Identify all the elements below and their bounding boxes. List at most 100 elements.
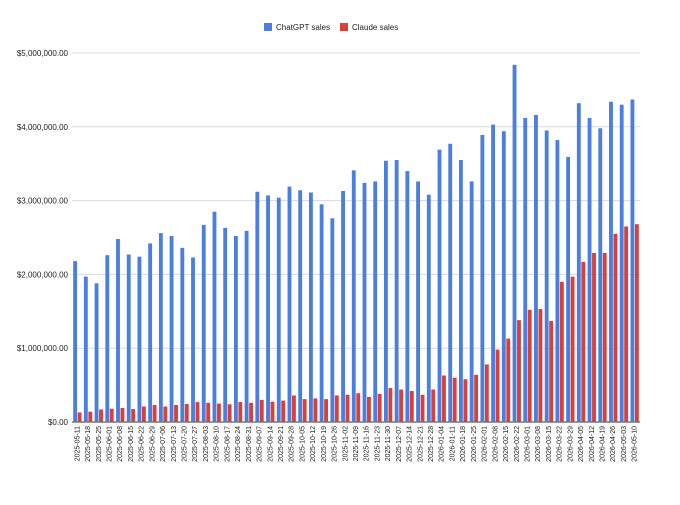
bar-chatgpt <box>244 230 249 422</box>
bar-claude <box>141 406 146 422</box>
bar-chatgpt <box>116 238 120 422</box>
legend-swatch-chatgpt <box>264 23 272 31</box>
x-tick-label: 2025-12-21 <box>417 426 424 462</box>
bar-claude <box>377 393 382 422</box>
bar-claude <box>291 395 296 422</box>
bar-chatgpt <box>437 149 442 423</box>
bar-claude <box>77 412 82 422</box>
x-tick-label: 2026-02-22 <box>514 426 521 462</box>
bars <box>73 64 639 423</box>
bar-chatgpt <box>105 255 110 422</box>
x-tick-label: 2025-06-01 <box>107 426 114 462</box>
bar-claude <box>174 405 178 422</box>
x-tick-label: 2025-07-27 <box>192 426 199 462</box>
x-tick-label: 2026-03-01 <box>524 426 531 462</box>
grid-lines <box>72 52 640 423</box>
y-tick-label: $2,000,000.00 <box>17 270 69 279</box>
x-tick-label: 2026-04-26 <box>610 426 617 462</box>
bar-claude <box>388 388 393 422</box>
bar-chatgpt <box>426 194 431 422</box>
x-tick-label: 2025-11-16 <box>364 426 371 461</box>
bar-chatgpt <box>287 186 292 422</box>
y-tick-label: $4,000,000.00 <box>17 123 69 132</box>
bar-claude <box>463 379 468 422</box>
x-tick-label: 2025-09-14 <box>267 426 274 462</box>
bar-chatgpt <box>223 227 228 422</box>
x-tick-label: 2025-10-19 <box>321 426 328 462</box>
bar-chatgpt <box>276 197 281 422</box>
bar-claude <box>506 338 511 422</box>
bar-claude <box>120 407 125 422</box>
bar-claude <box>442 375 446 422</box>
bar-claude <box>409 391 414 422</box>
bar-chatgpt <box>341 191 345 422</box>
x-tick-label: 2025-10-05 <box>299 426 306 462</box>
bar-chatgpt <box>148 243 153 422</box>
x-tick-label: 2025-08-31 <box>246 426 253 462</box>
y-axis: $0.00 $1,000,000.00 $2,000,000.00 $3,000,00… <box>17 49 69 427</box>
bar-chatgpt <box>619 104 624 422</box>
bar-claude <box>570 276 575 422</box>
x-tick-label: 2026-02-15 <box>503 426 510 462</box>
bar-chatgpt <box>137 256 142 422</box>
bar-chatgpt <box>94 283 99 422</box>
x-tick-label: 2026-04-12 <box>589 426 596 462</box>
bar-claude <box>634 224 639 422</box>
x-tick-label: 2026-03-22 <box>557 426 564 462</box>
x-tick-label: 2025-08-03 <box>203 426 210 462</box>
x-tick-label: 2025-12-14 <box>407 426 414 462</box>
bar-chatgpt <box>158 233 163 422</box>
x-tick-label: 2026-05-03 <box>621 426 628 462</box>
bar-chatgpt <box>362 182 367 422</box>
bar-claude <box>324 399 329 422</box>
legend-swatch-claude <box>340 23 348 31</box>
bar-chatgpt <box>191 257 195 422</box>
x-tick-label: 2025-11-09 <box>353 426 360 461</box>
bar-chatgpt <box>598 128 603 422</box>
bar-chatgpt <box>212 211 217 422</box>
bar-chatgpt <box>576 103 581 423</box>
x-tick-label: 2025-11-30 <box>385 426 392 461</box>
x-tick-label: 2025-05-25 <box>96 426 103 462</box>
bar-claude <box>195 402 200 422</box>
bar-chatgpt <box>609 101 613 422</box>
bar-chatgpt <box>416 181 421 422</box>
legend: ChatGPT sales Claude sales <box>264 23 398 32</box>
x-tick-label: 2025-11-02 <box>342 426 349 461</box>
x-tick-label: 2026-03-29 <box>567 426 574 462</box>
bar-claude <box>334 395 339 422</box>
bar-chatgpt <box>512 64 517 423</box>
bar-chatgpt <box>180 247 185 422</box>
bar-claude <box>517 320 521 422</box>
bar-chatgpt <box>201 224 206 422</box>
x-tick-label: 2025-06-29 <box>149 426 156 462</box>
x-tick-label: 2025-09-28 <box>289 426 296 462</box>
bar-chatgpt <box>501 131 506 422</box>
bar-chatgpt <box>373 181 378 422</box>
bar-claude <box>238 402 243 422</box>
x-tick-label: 2025-07-06 <box>160 426 167 462</box>
bar-claude <box>281 400 286 422</box>
y-tick-label: $5,000,000.00 <box>17 49 69 58</box>
x-tick-label: 2025-08-24 <box>235 426 242 462</box>
bar-claude <box>613 233 618 422</box>
bar-chatgpt <box>566 157 571 423</box>
bar-claude <box>227 404 232 422</box>
x-tick-label: 2025-07-13 <box>171 426 178 462</box>
x-tick-label: 2026-05-10 <box>632 426 639 462</box>
bar-claude <box>581 261 586 422</box>
x-tick-label: 2026-01-25 <box>471 426 478 462</box>
x-tick-label: 2025-06-22 <box>139 426 146 462</box>
x-tick-label: 2025-09-07 <box>257 426 264 462</box>
x-tick-label: 2026-01-11 <box>449 426 456 461</box>
bar-claude <box>367 396 371 422</box>
x-tick-label: 2026-04-05 <box>578 426 585 462</box>
bar-chatgpt <box>523 117 528 422</box>
bar-claude <box>559 281 564 422</box>
bar-claude <box>431 389 436 422</box>
x-tick-label: 2025-09-21 <box>278 426 285 462</box>
x-tick-label: 2025-05-11 <box>74 426 81 461</box>
bar-claude <box>356 393 361 422</box>
